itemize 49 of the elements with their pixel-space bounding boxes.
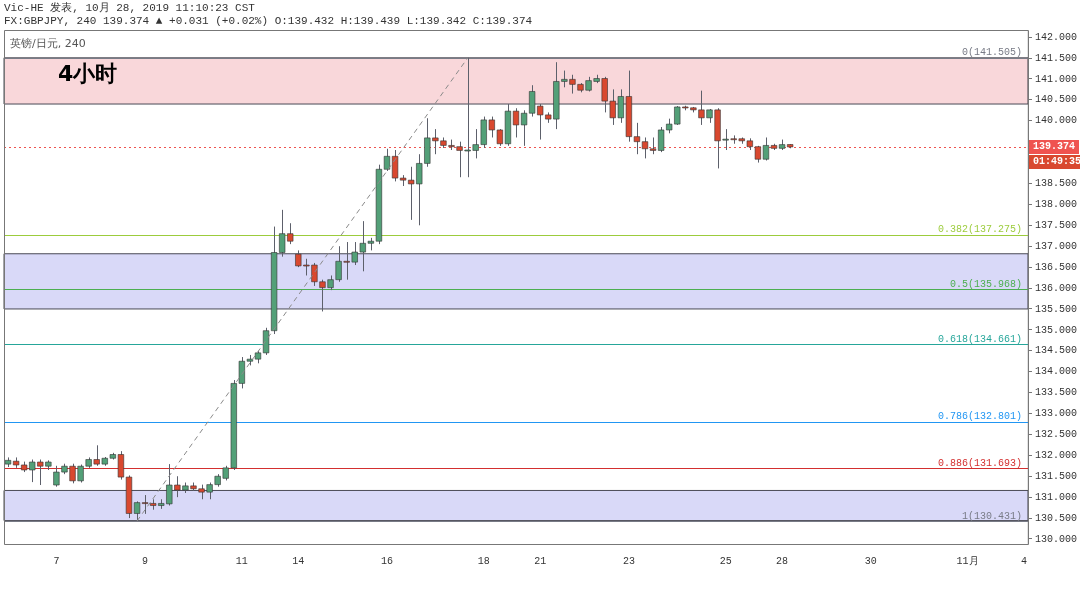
y-tick-label: 132.000 — [1034, 449, 1078, 461]
x-tick-label: 21 — [534, 555, 547, 567]
x-tick-label: 7 — [53, 555, 60, 567]
y-tick-label: 131.000 — [1034, 491, 1078, 503]
x-tick-label: 11 — [235, 555, 248, 567]
x-tick-label: 18 — [477, 555, 490, 567]
ref-line-label: 139.374 — [1032, 141, 1076, 153]
y-tick-label: 134.500 — [1034, 345, 1078, 357]
y-tick-label: 136.500 — [1034, 261, 1078, 273]
x-tick-label: 14 — [292, 555, 305, 567]
y-tick-label: 132.500 — [1034, 429, 1078, 441]
y-tick-label: 136.000 — [1034, 282, 1078, 294]
y-tick-label: 131.500 — [1034, 470, 1078, 482]
y-tick-label: 134.000 — [1034, 366, 1078, 378]
x-tick-label: 25 — [719, 555, 732, 567]
y-tick-label: 130.500 — [1034, 512, 1078, 524]
ref-line-label: 1(130.431) — [961, 510, 1022, 522]
ref-line-label: 0(141.505) — [961, 47, 1022, 59]
x-tick-label: 28 — [776, 555, 789, 567]
ref-line-label: 0.786(132.801) — [937, 411, 1022, 423]
y-tick-label: 142.000 — [1034, 31, 1078, 43]
y-tick-label: 140.500 — [1034, 94, 1078, 106]
x-tick-label: 23 — [622, 555, 635, 567]
y-tick-label: 138.500 — [1034, 178, 1078, 190]
y-tick-label: 130.000 — [1034, 533, 1078, 545]
text: Vic-HE 发表, 10月 28, 2019 11:10:23 CST — [4, 0, 256, 14]
ref-line-label: 0.382(137.275) — [937, 224, 1022, 236]
text: 4小时 — [58, 60, 118, 86]
x-tick-label: 11月 — [956, 555, 979, 567]
x-tick-label: 9 — [142, 555, 149, 567]
text: 01:49:35 — [1032, 156, 1080, 168]
y-tick-label: 137.000 — [1034, 240, 1078, 252]
text: FX:GBPJPY, 240 139.374 ▲ +0.031 (+0.02%) O:139.432 H:139.439 L:139.342 C:139.374 — [4, 14, 533, 27]
y-tick-label: 137.500 — [1034, 219, 1078, 231]
ref-line-label: 0.5(135.968) — [949, 279, 1022, 291]
y-tick-label: 135.000 — [1034, 324, 1078, 336]
ref-line-label: 0.618(134.661) — [937, 333, 1022, 345]
x-tick-label: 30 — [864, 555, 877, 567]
x-tick-label: 16 — [380, 555, 393, 567]
y-tick-label: 133.500 — [1034, 387, 1078, 399]
y-tick-label: 141.000 — [1034, 73, 1078, 85]
y-tick-label: 140.000 — [1034, 115, 1078, 127]
y-tick-label: 133.000 — [1034, 408, 1078, 420]
x-tick-label: 4 — [1020, 555, 1027, 567]
y-tick-label: 135.500 — [1034, 303, 1078, 315]
text: 英镑/日元, 240 — [10, 36, 86, 50]
ref-line-label: 0.886(131.693) — [937, 457, 1022, 469]
y-tick-label: 141.500 — [1034, 52, 1078, 64]
y-tick-label: 138.000 — [1034, 199, 1078, 211]
